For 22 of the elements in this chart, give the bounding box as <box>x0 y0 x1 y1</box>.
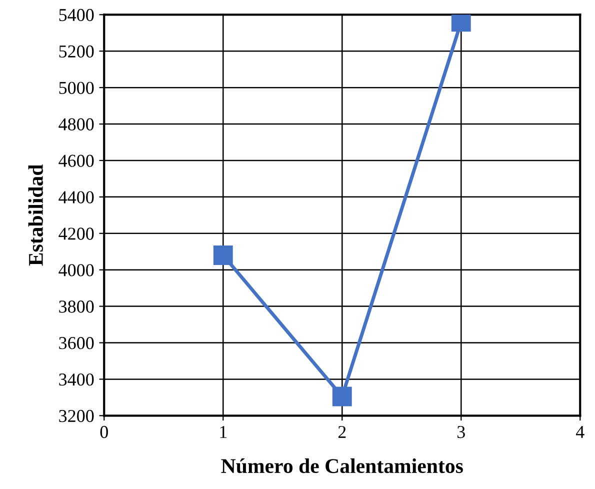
y-tick-label: 3600 <box>59 337 94 350</box>
y-tick-label: 3800 <box>59 300 94 313</box>
x-tick-label: 3 <box>457 426 465 438</box>
x-tick-label: 0 <box>100 426 108 438</box>
x-tick-label: 4 <box>576 426 584 438</box>
y-tick-label: 4400 <box>58 191 94 204</box>
x-axis-title: Número de Calentamientos <box>221 458 463 474</box>
y-tick-label: 5200 <box>59 45 94 58</box>
y-tick-label: 4200 <box>58 228 94 240</box>
point <box>451 14 471 32</box>
y-tick-label: 4600 <box>58 154 94 167</box>
x-tick-label: 2 <box>338 426 346 438</box>
point <box>332 386 352 406</box>
y-tick-label: 3400 <box>59 373 94 386</box>
y-tick-label: 4000 <box>58 264 94 276</box>
y-tick-label: 3200 <box>59 410 94 422</box>
y-axis-title: Estabilidad <box>28 164 43 266</box>
x-tick-label: 1 <box>220 426 227 438</box>
y-tick-label: 4800 <box>58 118 94 130</box>
y-tick-label: 5400 <box>59 8 94 22</box>
y-tick-label: 5000 <box>59 82 94 94</box>
point <box>213 246 233 265</box>
